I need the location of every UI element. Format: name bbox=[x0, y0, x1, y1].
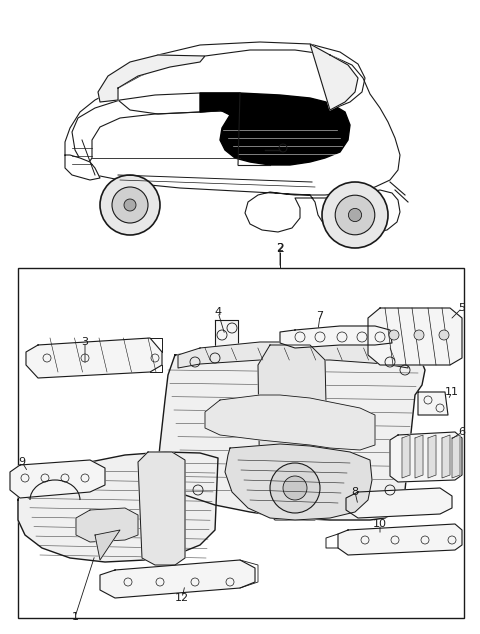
Polygon shape bbox=[310, 44, 358, 110]
Polygon shape bbox=[138, 452, 185, 565]
Polygon shape bbox=[178, 342, 408, 368]
Circle shape bbox=[348, 209, 361, 222]
Polygon shape bbox=[100, 560, 255, 598]
Polygon shape bbox=[26, 338, 162, 378]
Polygon shape bbox=[258, 345, 328, 520]
Circle shape bbox=[283, 476, 307, 500]
Polygon shape bbox=[225, 444, 372, 520]
Polygon shape bbox=[65, 50, 400, 235]
Text: 3: 3 bbox=[82, 337, 88, 347]
Text: 11: 11 bbox=[445, 387, 459, 397]
Text: 1: 1 bbox=[72, 612, 79, 622]
Polygon shape bbox=[158, 345, 425, 520]
Circle shape bbox=[439, 330, 449, 340]
Polygon shape bbox=[18, 452, 218, 562]
Text: 10: 10 bbox=[373, 519, 387, 529]
Text: 8: 8 bbox=[351, 487, 359, 497]
Polygon shape bbox=[200, 93, 350, 165]
Circle shape bbox=[322, 182, 388, 248]
Text: 5: 5 bbox=[458, 303, 466, 313]
Polygon shape bbox=[65, 155, 100, 180]
Polygon shape bbox=[368, 308, 462, 365]
Polygon shape bbox=[338, 524, 462, 555]
Polygon shape bbox=[390, 432, 462, 482]
Text: 9: 9 bbox=[18, 457, 25, 467]
Polygon shape bbox=[10, 460, 105, 498]
Polygon shape bbox=[205, 395, 375, 450]
Text: 2: 2 bbox=[276, 242, 284, 254]
Text: 6: 6 bbox=[458, 427, 466, 437]
Polygon shape bbox=[452, 435, 460, 478]
Text: 12: 12 bbox=[175, 593, 189, 603]
Polygon shape bbox=[402, 435, 410, 478]
Text: 4: 4 bbox=[215, 307, 222, 317]
Polygon shape bbox=[95, 530, 120, 560]
Polygon shape bbox=[418, 392, 448, 415]
Circle shape bbox=[100, 175, 160, 235]
Polygon shape bbox=[346, 488, 452, 518]
Polygon shape bbox=[98, 55, 205, 102]
Circle shape bbox=[389, 330, 399, 340]
Polygon shape bbox=[442, 435, 450, 478]
Bar bbox=[18, 268, 464, 618]
Polygon shape bbox=[215, 320, 238, 347]
Circle shape bbox=[270, 463, 320, 513]
Polygon shape bbox=[415, 435, 423, 478]
Polygon shape bbox=[280, 326, 392, 348]
Circle shape bbox=[112, 187, 148, 223]
Polygon shape bbox=[428, 435, 436, 478]
Text: 2: 2 bbox=[276, 243, 284, 253]
Polygon shape bbox=[76, 508, 138, 542]
Circle shape bbox=[414, 330, 424, 340]
Circle shape bbox=[124, 199, 136, 211]
Circle shape bbox=[335, 195, 375, 235]
Text: 7: 7 bbox=[316, 311, 324, 321]
